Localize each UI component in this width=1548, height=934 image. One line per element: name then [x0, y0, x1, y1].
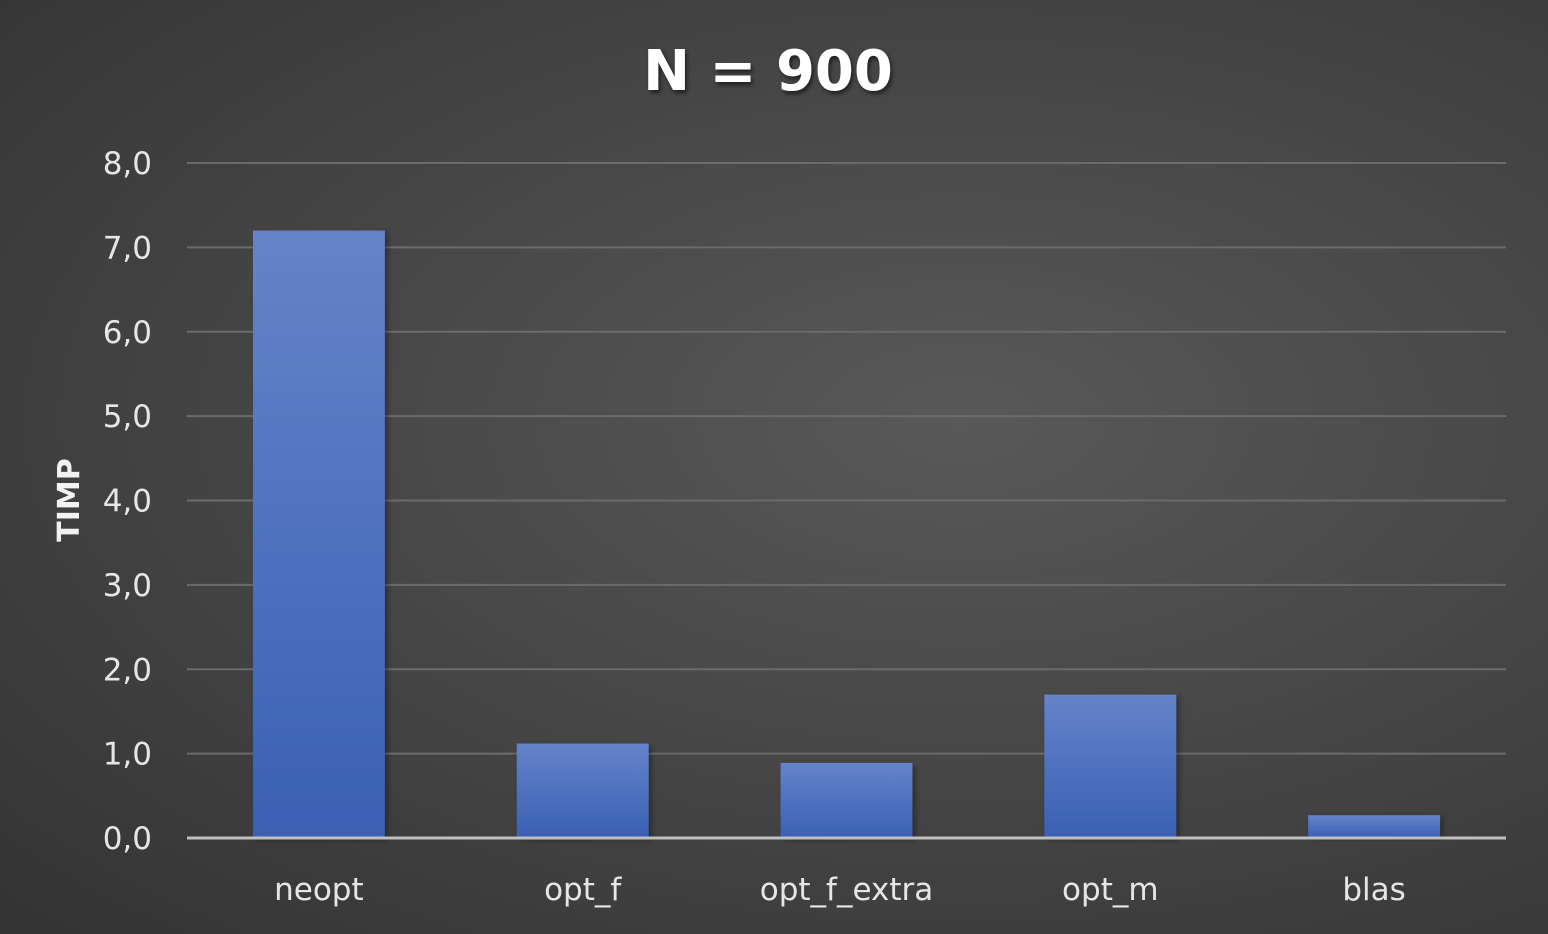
- x-tick-label: blas: [1342, 872, 1405, 908]
- y-tick-label: 7,0: [103, 230, 152, 266]
- y-tick-label: 1,0: [103, 737, 152, 773]
- y-tick-label: 3,0: [103, 568, 152, 604]
- bar-opt_m: [1044, 694, 1177, 838]
- x-axis-labels: neopt opt_f opt_f_extra opt_m blas: [274, 872, 1406, 908]
- bars: [252, 230, 1441, 838]
- y-tick-label: 0,0: [103, 821, 152, 857]
- gridlines: [187, 162, 1506, 755]
- y-tick-label: 6,0: [103, 315, 152, 351]
- y-tick-label: 2,0: [103, 652, 152, 688]
- x-tick-label: opt_f: [544, 872, 622, 908]
- bar-blas: [1308, 815, 1441, 838]
- bar-neopt: [252, 230, 385, 838]
- y-axis-ticks: 0,0 1,0 2,0 3,0 4,0 5,0 6,0 7,0 8,0: [103, 146, 152, 857]
- y-axis-title: TIMP: [52, 458, 87, 541]
- y-tick-label: 8,0: [103, 146, 152, 182]
- x-tick-label: neopt: [274, 872, 364, 908]
- y-tick-label: 4,0: [103, 484, 152, 520]
- bar-opt_f: [516, 743, 649, 838]
- bar-opt_f_extra: [780, 762, 913, 838]
- x-tick-label: opt_f_extra: [760, 872, 933, 908]
- chart-title: N = 900: [643, 39, 893, 104]
- x-tick-label: opt_m: [1062, 872, 1159, 908]
- y-tick-label: 5,0: [103, 399, 152, 435]
